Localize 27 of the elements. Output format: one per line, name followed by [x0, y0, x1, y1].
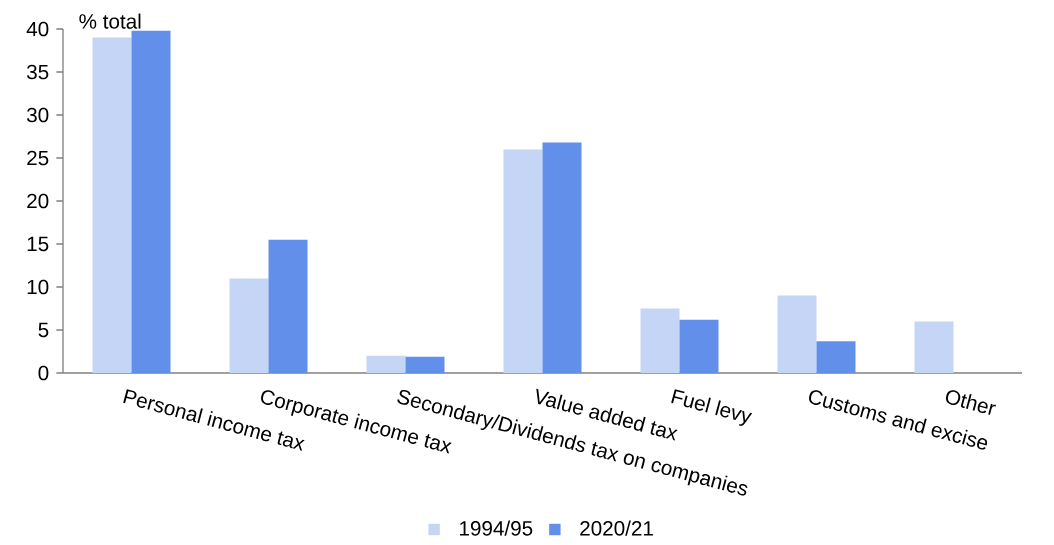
- bar: [503, 149, 543, 373]
- y-tick-label: 35: [26, 64, 49, 80]
- y-axis-title: % total: [79, 13, 141, 29]
- y-tick-label: 20: [27, 193, 49, 209]
- y-tick-label: 25: [27, 150, 49, 166]
- y-tick-label: 40: [26, 21, 49, 37]
- bar: [640, 308, 680, 373]
- y-tick-label: 5: [38, 322, 49, 338]
- y-tick-label: 10: [27, 279, 49, 295]
- bar: [679, 319, 719, 373]
- x-tick-label: Fuel levy: [671, 389, 753, 426]
- bar: [777, 295, 817, 373]
- y-tick-label: 15: [27, 236, 49, 252]
- bar: [92, 37, 132, 373]
- bar: [268, 239, 308, 373]
- bar: [366, 355, 406, 373]
- bar: [405, 356, 445, 373]
- legend-label: 1994/95: [460, 520, 533, 536]
- bar: [229, 278, 269, 373]
- legend-label: 2020/21: [580, 520, 653, 536]
- bar: [816, 341, 856, 373]
- bar: [131, 30, 171, 373]
- x-tick-label: Other: [945, 390, 996, 415]
- y-tick-label: 30: [26, 107, 49, 123]
- y-tick-label: 0: [38, 365, 49, 381]
- bar: [914, 321, 954, 373]
- bar: [542, 142, 582, 373]
